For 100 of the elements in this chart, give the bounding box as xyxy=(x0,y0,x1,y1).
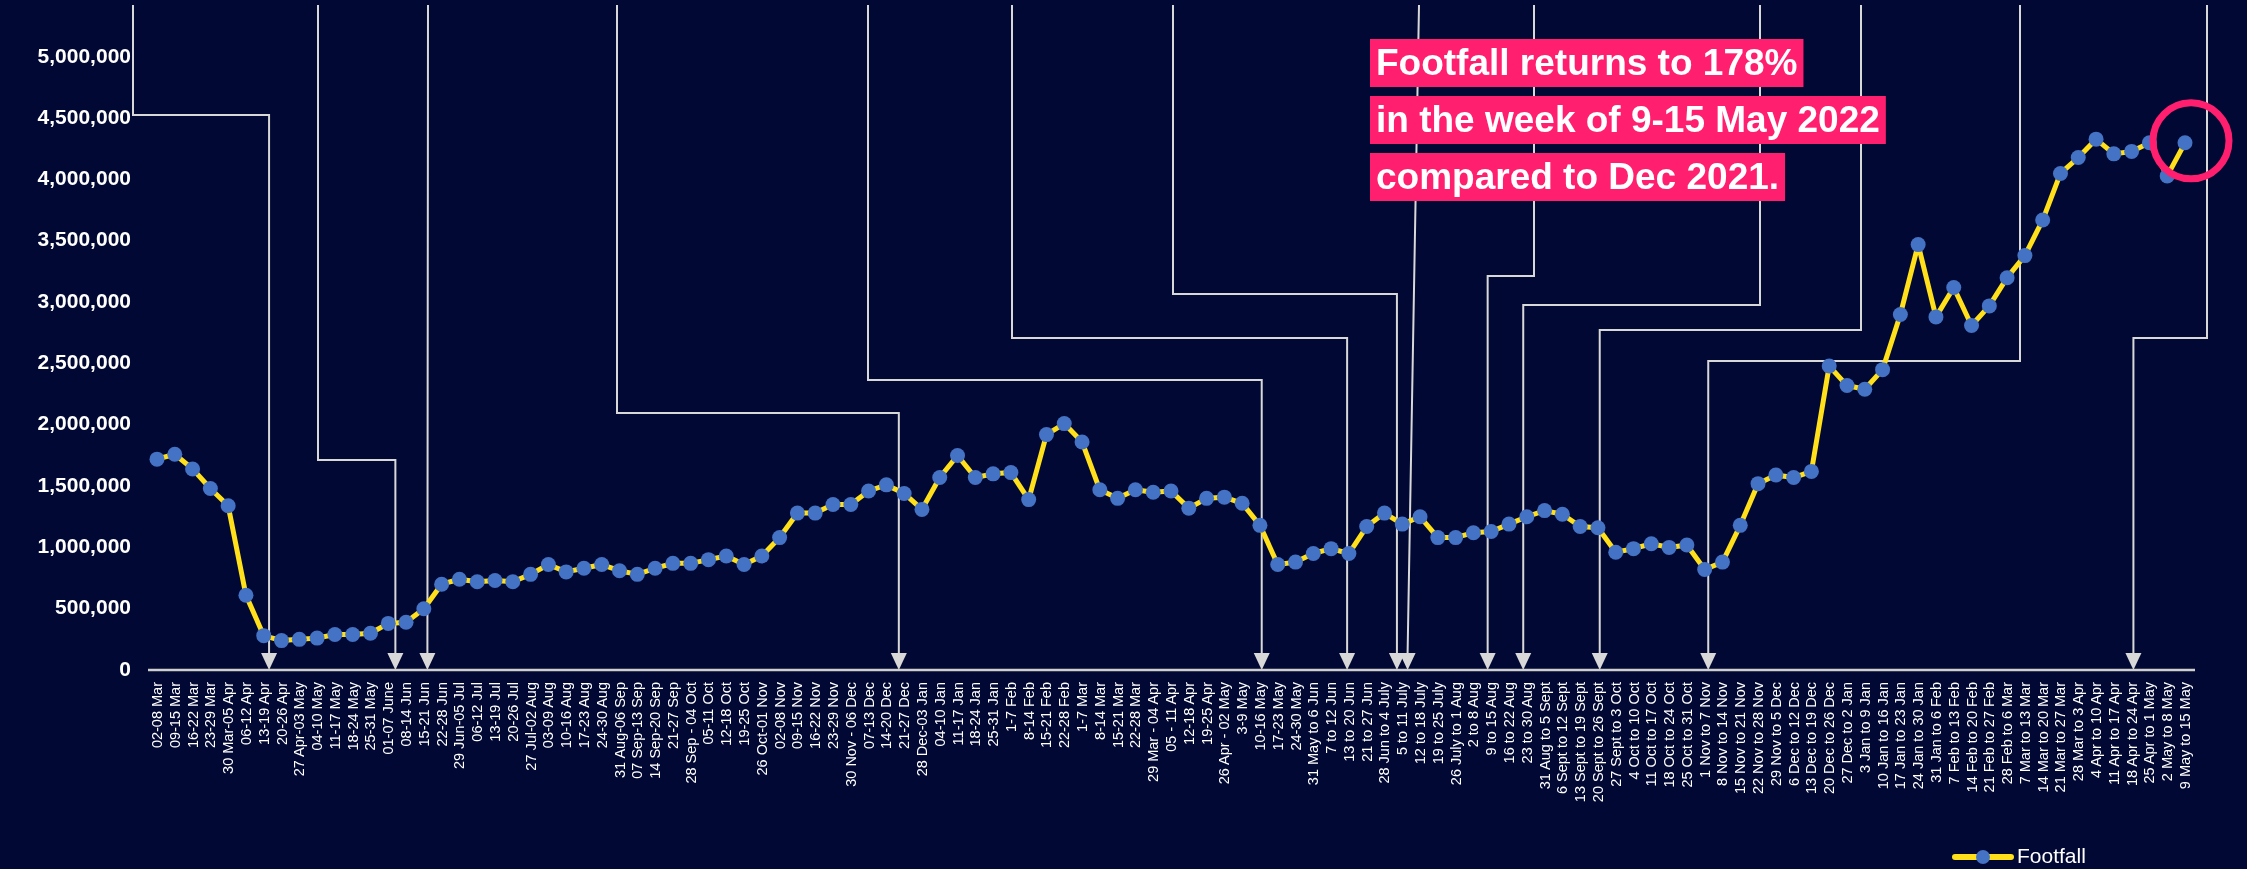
y-tick-label: 2,000,000 xyxy=(37,411,131,435)
x-tick-label: 27 Jul-02 Aug xyxy=(522,682,539,771)
x-tick-label: 31 Jan to 6 Feb xyxy=(1927,682,1944,783)
x-tick-label: 24-30 May xyxy=(1287,681,1304,751)
x-tick-label: 28 Jun to 4 July xyxy=(1376,681,1393,784)
x-tick-label: 18 Apr to 24 Apr xyxy=(2123,681,2140,786)
x-tick-label: 12-18 Oct xyxy=(718,682,735,746)
x-tick-label: 15 Nov to 21 Nov xyxy=(1732,681,1749,795)
x-tick-label: 15-21 Feb xyxy=(1038,682,1055,749)
x-tick-label: 21-27 Dec xyxy=(896,682,913,749)
x-tick-label: 19-25 Apr xyxy=(1198,681,1215,745)
x-tick-label: 24 Jan to 30 Jan xyxy=(1910,682,1927,790)
x-tick-label: 10-16 May xyxy=(1251,681,1268,751)
x-tick-label: 02-08 Nov xyxy=(771,681,788,749)
x-tick-label: 07 Sep-13 Sep xyxy=(629,682,646,779)
x-tick-label: 14 Feb to 20 Feb xyxy=(1963,682,1980,793)
x-tick-label: 18-24 May xyxy=(344,681,361,751)
x-tick-label: 16 to 22 Aug xyxy=(1501,682,1517,764)
x-tick-label: 28 Mar to 3 Apr xyxy=(2070,681,2087,782)
x-tick-label: 04-10 May xyxy=(309,681,326,751)
x-tick-label: 21 to 27 Jun xyxy=(1358,682,1375,762)
x-tick-label: 29 Mar - 04 Apr xyxy=(1145,681,1162,782)
x-tick-label: 01-07 June xyxy=(380,682,397,755)
x-tick-label: 25 Oct to 31 Oct xyxy=(1678,682,1695,788)
x-tick-label: 29 Jun-05 Jul xyxy=(451,682,468,770)
x-tick-label: 20-26 Apr xyxy=(273,681,290,745)
x-tick-label: 17-23 May xyxy=(1269,681,1286,751)
x-tick-label: 2 May to 8 May xyxy=(2159,681,2176,782)
x-tick-label: 30 Mar-05 Apr xyxy=(220,681,237,774)
x-tick-label: 8-14 Mar xyxy=(1091,681,1108,741)
x-tick-label: 15-21 Jun xyxy=(415,682,432,747)
x-tick-label: 23 to 30 Aug xyxy=(1518,682,1535,764)
x-tick-label: 21-27 Sep xyxy=(664,682,681,749)
x-tick-label: 22-28 Jun xyxy=(433,682,450,747)
x-tick-label: 10-16 Aug xyxy=(558,682,575,749)
x-tick-label: 9 May to 15 May xyxy=(2177,681,2193,790)
x-tick-label: 4 Oct to 10 Oct xyxy=(1625,682,1642,780)
x-tick-label: 28 Feb to 6 Mar xyxy=(1999,681,2016,785)
x-tick-label: 12-18 Apr xyxy=(1180,681,1197,745)
x-tick-label: 21 Feb to 27 Feb xyxy=(1981,682,1998,793)
x-tick-label: 25-31 May xyxy=(362,681,379,751)
x-tick-label: 1-7 Feb xyxy=(1002,682,1019,732)
x-tick-label: 11-17 Jan xyxy=(949,682,966,746)
x-tick-label: 14 Mar to 20 Mar xyxy=(2034,681,2051,793)
y-tick-label: 5,000,000 xyxy=(37,43,131,67)
y-tick-label: 1,000,000 xyxy=(37,533,131,557)
x-tick-label: 27 Sept to 3 Oct xyxy=(1607,682,1624,787)
x-tick-label: 27 Apr-03 May xyxy=(291,681,308,777)
x-tick-label: 31 Aug to 5 Sept xyxy=(1536,682,1553,790)
x-tick-label: 31 Aug-06 Sep xyxy=(611,682,628,778)
x-tick-label: 25 Apr to 1 May xyxy=(2141,681,2158,784)
x-tick-label: 19-25 Oct xyxy=(736,682,753,746)
y-tick-label: 3,000,000 xyxy=(37,288,131,312)
x-tick-label: 26 Oct-01 Nov xyxy=(753,681,770,776)
x-tick-label: 1 Nov to 7 Nov xyxy=(1696,681,1713,778)
x-tick-label: 17-23 Aug xyxy=(575,682,592,749)
legend-label: Footfall xyxy=(2017,843,2086,867)
x-tick-label: 20 Dec to 26 Dec xyxy=(1821,682,1838,795)
y-tick-label: 4,000,000 xyxy=(37,166,131,190)
annotation: Footfall returns to 178% in the week of 9-15 May 2022 compared to Dec 2021. xyxy=(1376,41,1880,197)
x-tick-label: 05 - 11 Apr xyxy=(1163,681,1179,752)
x-tick-label: 5 to 11 July xyxy=(1394,681,1411,756)
x-tick-label: 25-31 Jan xyxy=(985,682,1002,747)
y-tick-label: 0 xyxy=(119,656,131,680)
x-tick-label: 11 Oct to 17 Oct xyxy=(1643,682,1660,787)
x-tick-label: 30 Nov - 06 Dec xyxy=(842,682,859,787)
x-tick-label: 18 Oct to 24 Oct xyxy=(1661,682,1678,788)
x-tick-label: 21 Mar to 27 Mar xyxy=(2052,681,2069,793)
x-tick-label: 16-22 Nov xyxy=(807,681,824,749)
x-tick-label: 07-13 Dec xyxy=(860,682,877,749)
x-tick-label: 6 Sept to 12 Sept xyxy=(1554,682,1571,795)
x-tick-label: 26 Apr - 02 May xyxy=(1216,681,1233,785)
x-tick-label: 13 Dec to 19 Dec xyxy=(1803,682,1820,795)
x-tick-label: 13-19 Jul xyxy=(487,682,503,742)
x-tick-label: 06-12 Jul xyxy=(469,682,486,742)
y-tick-label: 3,500,000 xyxy=(37,227,131,251)
x-tick-label: 18-24 Jan xyxy=(967,682,984,747)
x-tick-label: 19 to 25 July xyxy=(1429,681,1446,765)
x-tick-label: 13 Sept to 19 Sept xyxy=(1572,682,1589,803)
x-tick-label: 05-11 Oct xyxy=(700,682,717,745)
x-tick-label: 26 July to 1 Aug xyxy=(1447,682,1464,786)
x-tick-label: 31 May to 6 Jun xyxy=(1305,682,1322,786)
x-tick-label: 16-22 Mar xyxy=(184,681,201,749)
x-tick-label: 13 to 20 Jun xyxy=(1340,682,1357,762)
x-tick-label: 6 Dec to 12 Dec xyxy=(1785,682,1802,786)
y-tick-label: 1,500,000 xyxy=(37,472,131,496)
x-tick-label: 04-10 Jan xyxy=(931,682,948,747)
x-tick-label: 7 Feb to 13 Feb xyxy=(1945,682,1962,785)
y-tick-label: 2,500,000 xyxy=(37,350,131,374)
x-tick-label: 20 Sept to 26 Sept xyxy=(1589,682,1606,803)
x-tick-label: 10 Jan to 16 Jan xyxy=(1874,682,1891,790)
x-tick-label: 14 Sep-20 Sep xyxy=(647,682,664,779)
x-tick-label: 08-14 Jun xyxy=(398,682,415,747)
y-tick-label: 500,000 xyxy=(55,595,131,619)
x-tick-label: 1-7 Mar xyxy=(1074,681,1091,732)
x-tick-label: 7 Mar to 13 Mar xyxy=(2016,681,2033,785)
x-tick-label: 09-15 Nov xyxy=(789,681,806,749)
x-tick-label: 22 Nov to 28 Nov xyxy=(1750,681,1767,795)
x-tick-label: 28 Dec-03 Jan xyxy=(913,682,930,777)
x-tick-label: 02-08 Mar xyxy=(149,681,165,749)
